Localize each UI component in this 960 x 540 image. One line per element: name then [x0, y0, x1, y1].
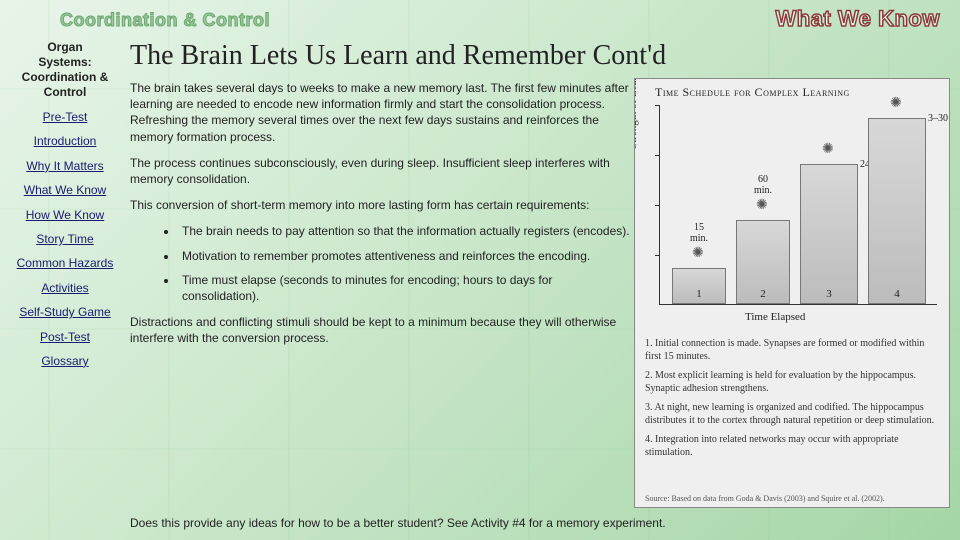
bar-label: 3–30 days: [928, 113, 950, 124]
sidebar-item-story-time[interactable]: Story Time: [6, 232, 124, 246]
page-title: The Brain Lets Us Learn and Remember Con…: [130, 40, 630, 72]
sidebar-item-glossary[interactable]: Glossary: [6, 354, 124, 368]
bar-number: 4: [887, 288, 907, 300]
learning-chart-figure: Time Schedule for Complex Learning Stren…: [634, 78, 950, 508]
bar-number: 2: [753, 288, 773, 300]
sidebar-item-what-we-know[interactable]: What We Know: [6, 183, 124, 197]
figure-notes: 1. Initial connection is made. Synapses …: [645, 337, 941, 465]
sidebar-item-post-test[interactable]: Post-Test: [6, 330, 124, 344]
bar-label: 60min.: [736, 174, 790, 196]
list-item: Motivation to remember promotes attentiv…: [178, 248, 630, 264]
paragraph: This conversion of short-term memory int…: [130, 197, 630, 213]
chart-bar: [868, 118, 926, 304]
figure-title: Time Schedule for Complex Learning: [635, 79, 949, 102]
chart-xlabel: Time Elapsed: [745, 311, 805, 323]
bar-label: 15min.: [672, 222, 726, 244]
figure-note: 1. Initial connection is made. Synapses …: [645, 337, 941, 363]
paragraph: Distractions and conflicting stimuli sho…: [130, 314, 630, 346]
bar-number: 1: [689, 288, 709, 300]
sidebar-item-how-we-know[interactable]: How We Know: [6, 208, 124, 222]
sidebar-heading: Organ Systems: Coordination & Control: [6, 40, 124, 100]
list-item: The brain needs to pay attention so that…: [178, 223, 630, 239]
sidebar-nav: Organ Systems: Coordination & Control Pr…: [6, 40, 124, 378]
neuron-icon: ✺: [822, 141, 834, 158]
figure-source: Source: Based on data from Goda & Davis …: [645, 494, 941, 503]
paragraph: The brain takes several days to weeks to…: [130, 80, 630, 145]
sidebar-item-why-it-matters[interactable]: Why It Matters: [6, 159, 124, 173]
footer-question: Does this provide any ideas for how to b…: [130, 516, 948, 530]
header-page-label: What We Know: [776, 6, 940, 32]
neuron-icon: ✺: [756, 197, 768, 214]
sidebar-item-activities[interactable]: Activities: [6, 281, 124, 295]
chart-ylabel: Strength of Learning: [634, 78, 639, 149]
sidebar-item-pre-test[interactable]: Pre-Test: [6, 110, 124, 124]
main-content: The Brain Lets Us Learn and Remember Con…: [130, 40, 630, 356]
sidebar-item-self-study-game[interactable]: Self-Study Game: [6, 305, 124, 319]
figure-note: 4. Integration into related networks may…: [645, 433, 941, 459]
chart-area: ✺15min.1✺60min.2✺24–72 hrs.3✺3–30 days4: [659, 105, 937, 305]
figure-note: 2. Most explicit learning is held for ev…: [645, 369, 941, 395]
header-section-title: Coordination & Control: [60, 10, 270, 31]
figure-note: 3. At night, new learning is organized a…: [645, 401, 941, 427]
sidebar-item-introduction[interactable]: Introduction: [6, 134, 124, 148]
sidebar-item-common-hazards[interactable]: Common Hazards: [6, 256, 124, 270]
neuron-icon: ✺: [692, 245, 704, 262]
list-item: Time must elapse (seconds to minutes for…: [178, 272, 630, 304]
bar-number: 3: [819, 288, 839, 300]
neuron-icon: ✺: [890, 95, 902, 112]
paragraph: The process continues subconsciously, ev…: [130, 155, 630, 187]
requirements-list: The brain needs to pay attention so that…: [178, 223, 630, 304]
chart-bar: [800, 164, 858, 304]
